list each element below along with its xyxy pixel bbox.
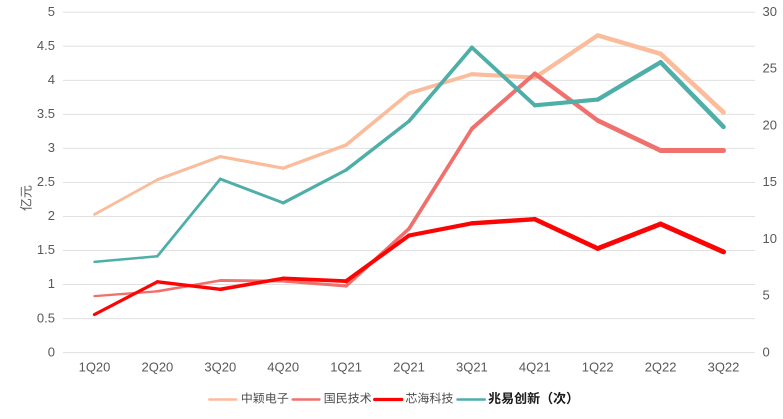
svg-text:4Q20: 4Q20 bbox=[267, 360, 299, 375]
svg-text:3.5: 3.5 bbox=[37, 106, 55, 121]
svg-text:2Q21: 2Q21 bbox=[393, 360, 425, 375]
svg-text:2.5: 2.5 bbox=[37, 174, 55, 189]
svg-text:3Q21: 3Q21 bbox=[456, 360, 488, 375]
svg-text:20: 20 bbox=[763, 117, 777, 132]
svg-text:5: 5 bbox=[763, 288, 770, 303]
svg-text:4.5: 4.5 bbox=[37, 38, 55, 53]
svg-text:2Q22: 2Q22 bbox=[645, 360, 677, 375]
svg-text:2: 2 bbox=[48, 208, 55, 223]
svg-text:0: 0 bbox=[763, 344, 770, 359]
svg-text:3: 3 bbox=[48, 140, 55, 155]
svg-text:0.5: 0.5 bbox=[37, 310, 55, 325]
svg-text:1: 1 bbox=[48, 276, 55, 291]
svg-text:1Q20: 1Q20 bbox=[79, 360, 111, 375]
svg-text:0: 0 bbox=[48, 344, 55, 359]
svg-text:4: 4 bbox=[48, 72, 55, 87]
svg-text:1Q22: 1Q22 bbox=[582, 360, 614, 375]
svg-text:1Q21: 1Q21 bbox=[330, 360, 362, 375]
svg-text:3Q20: 3Q20 bbox=[204, 360, 236, 375]
svg-text:30: 30 bbox=[763, 4, 777, 19]
svg-text:10: 10 bbox=[763, 231, 777, 246]
svg-text:2Q20: 2Q20 bbox=[141, 360, 173, 375]
svg-text:1.5: 1.5 bbox=[37, 242, 55, 257]
svg-text:3Q22: 3Q22 bbox=[708, 360, 740, 375]
svg-text:4Q21: 4Q21 bbox=[519, 360, 551, 375]
svg-text:15: 15 bbox=[763, 174, 777, 189]
svg-text:25: 25 bbox=[763, 61, 777, 76]
svg-text:5: 5 bbox=[48, 4, 55, 19]
